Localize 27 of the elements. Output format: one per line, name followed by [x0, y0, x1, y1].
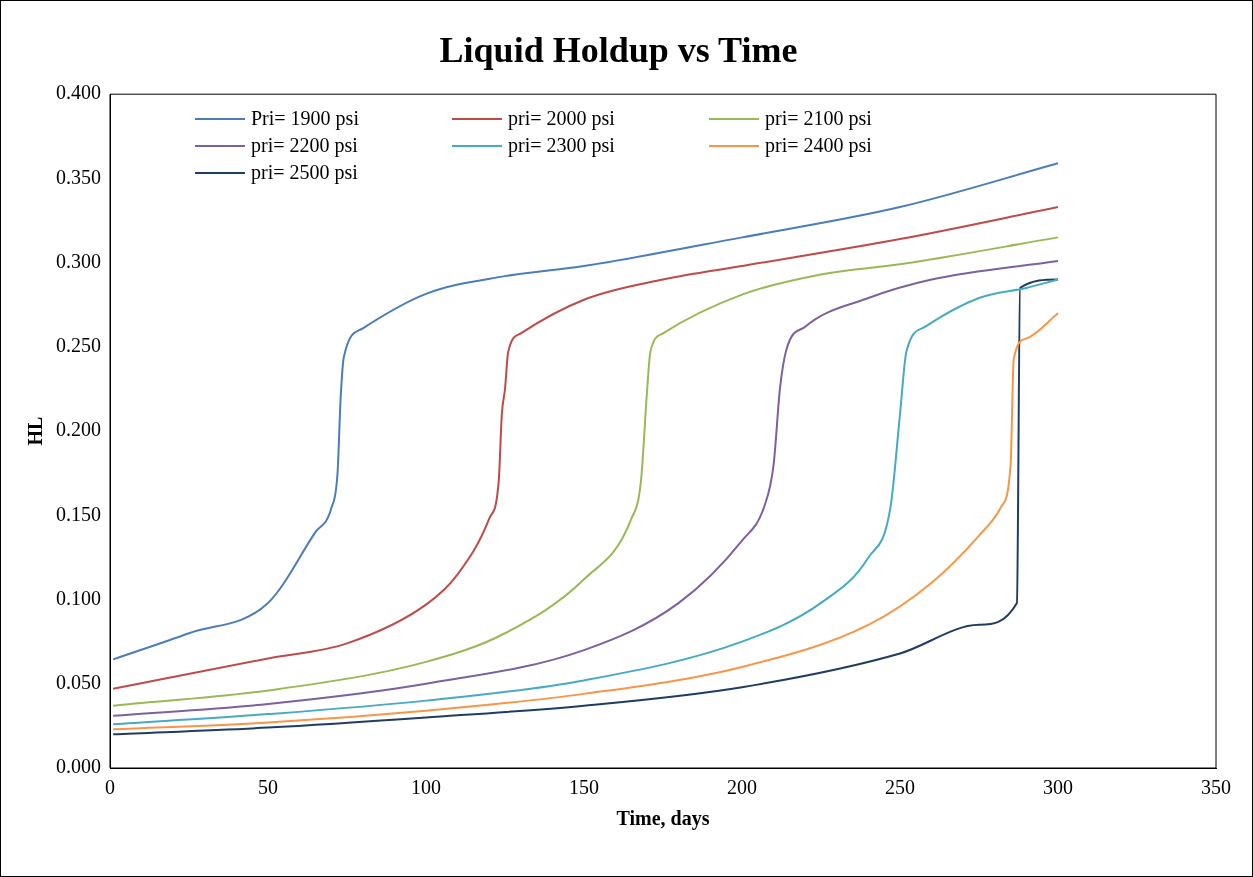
x-axis-title: Time, days — [616, 807, 710, 831]
x-tick-label: 0 — [105, 776, 115, 799]
y-tick-label: 0.250 — [56, 334, 101, 357]
y-tick-label: 0.150 — [56, 502, 101, 525]
y-tick-label: 0.350 — [56, 165, 101, 188]
x-tick-label: 300 — [1043, 776, 1073, 799]
x-tick-label: 200 — [727, 776, 757, 799]
legend-label: pri= 2500 psi — [251, 161, 358, 185]
legend-label: Pri= 1900 psi — [251, 107, 359, 131]
y-tick-label: 0.200 — [56, 418, 101, 441]
y-tick-label: 0.000 — [56, 755, 101, 778]
x-tick-label: 50 — [258, 776, 278, 799]
y-tick-label: 0.300 — [56, 249, 101, 272]
x-tick-label: 350 — [1201, 776, 1231, 799]
x-tick-label: 250 — [885, 776, 915, 799]
y-axis-title: HL — [24, 416, 47, 446]
legend-label: pri= 2000 psi — [508, 107, 615, 131]
y-tick-label: 0.050 — [56, 671, 101, 694]
x-tick-label: 150 — [569, 776, 599, 799]
y-tick-label: 0.400 — [56, 81, 101, 104]
legend-label: pri= 2400 psi — [765, 134, 872, 158]
y-tick-label: 0.100 — [56, 586, 101, 609]
chart-title: Liquid Holdup vs Time — [439, 29, 798, 70]
x-tick-label: 100 — [411, 776, 441, 799]
legend-label: pri= 2300 psi — [508, 134, 615, 158]
legend-label: pri= 2100 psi — [765, 107, 872, 131]
legend-label: pri= 2200 psi — [251, 134, 358, 158]
